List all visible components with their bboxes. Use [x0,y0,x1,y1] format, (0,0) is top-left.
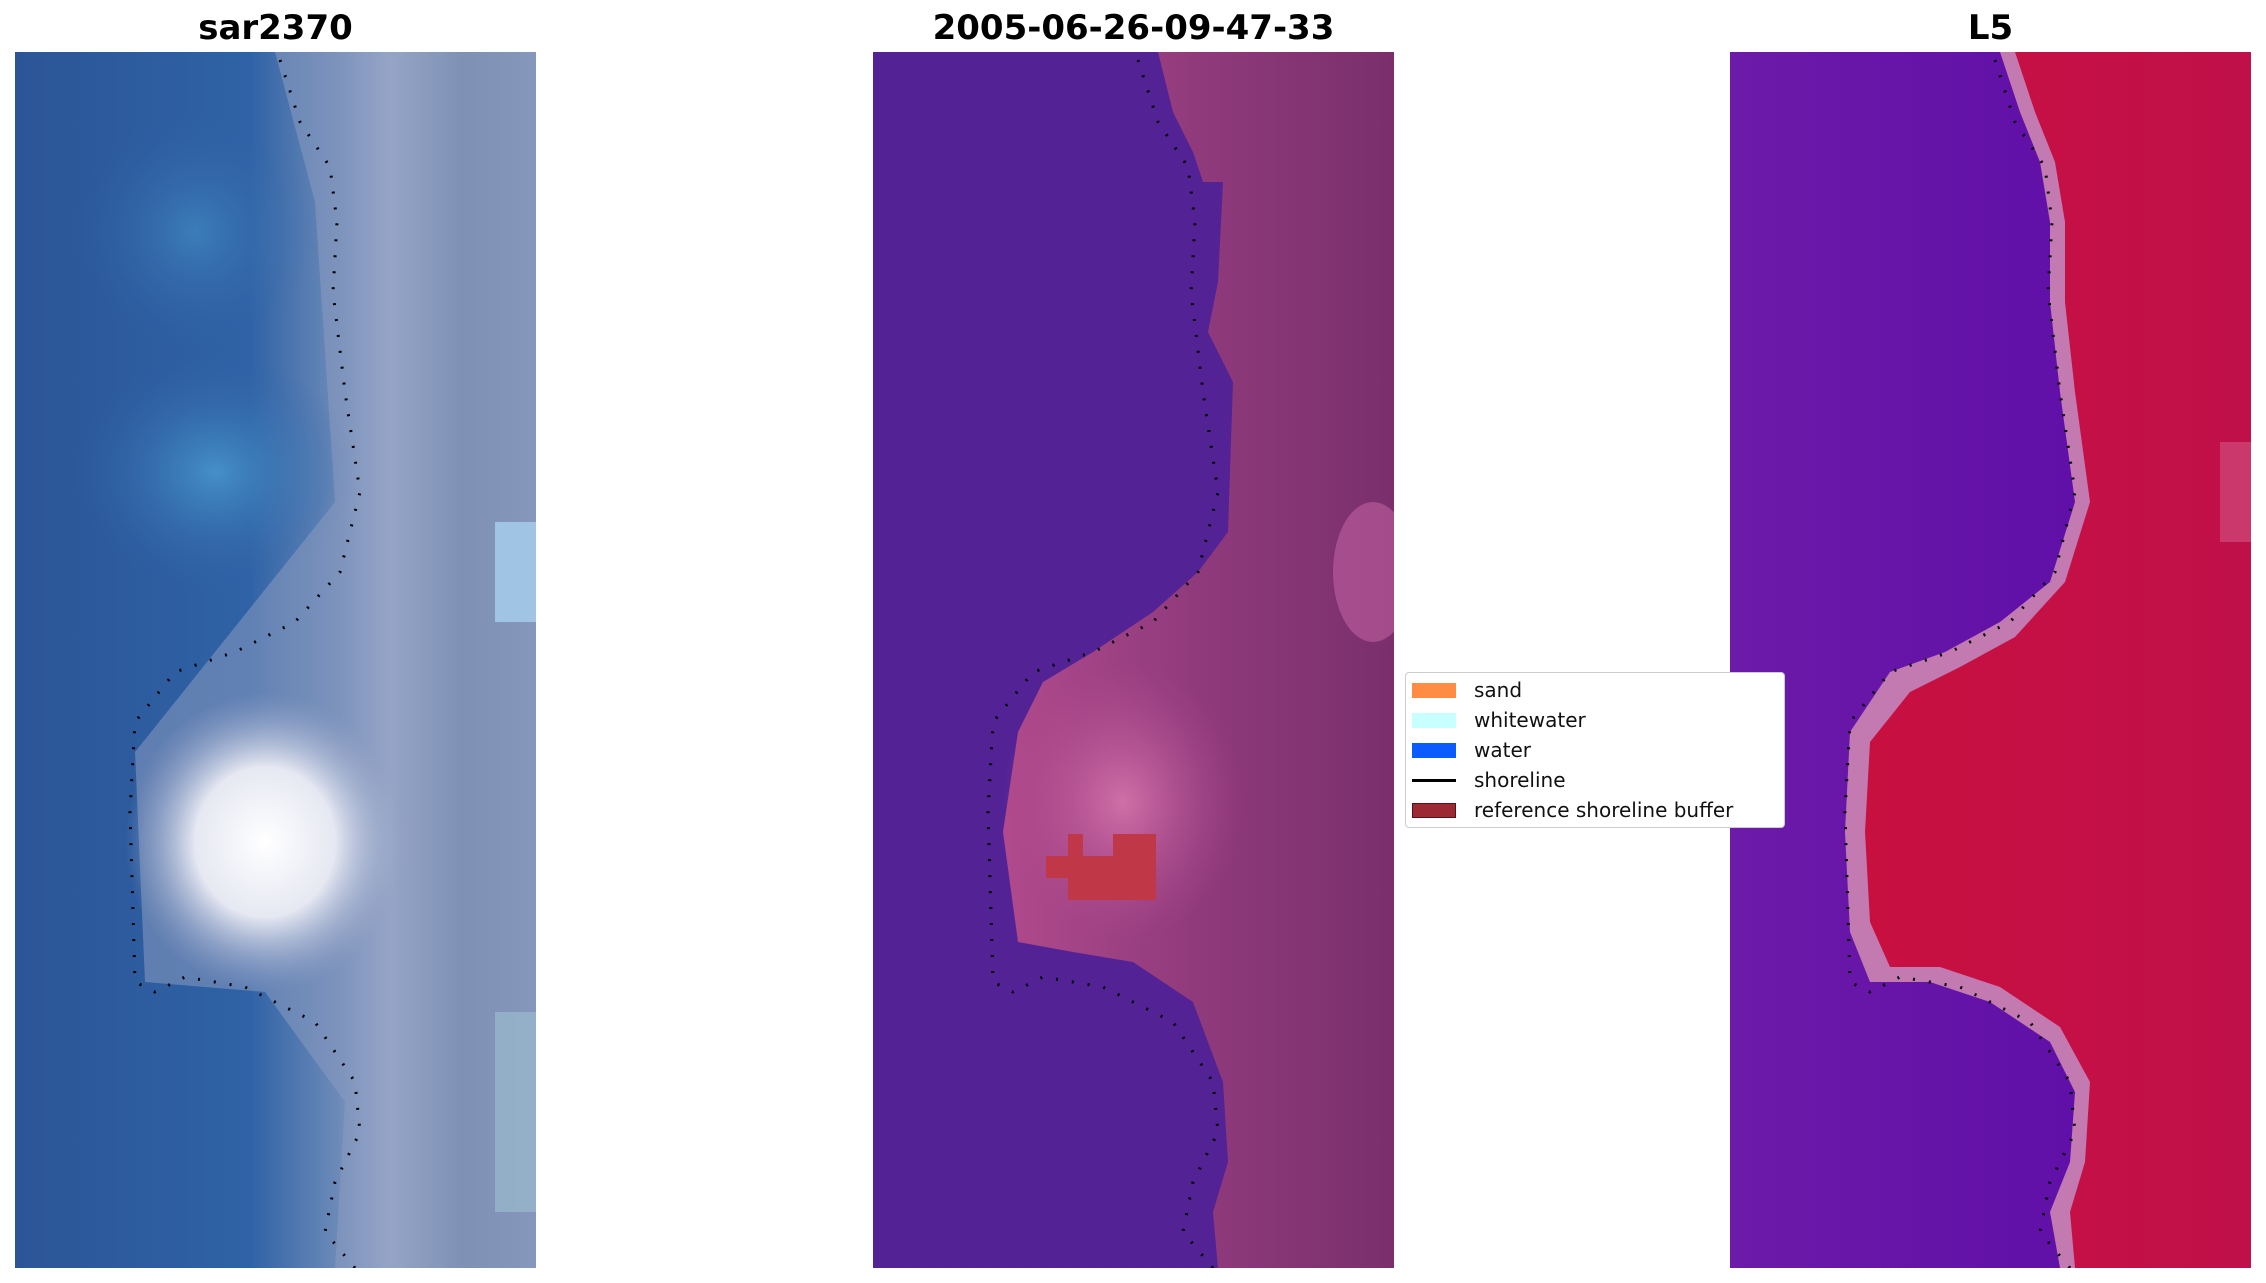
legend-label: sand [1474,678,1523,702]
panel-title-rgb: sar2370 [198,8,353,48]
legend-item-water: water [1412,736,1531,764]
shoreline-line-swatch [1412,778,1456,782]
legend-item-reference-buffer: reference shoreline buffer [1412,796,1733,824]
legend-item-whitewater: whitewater [1412,706,1586,734]
legend-item-sand: sand [1412,676,1522,704]
whitewater-swatch [1412,712,1456,728]
sand-swatch [1412,682,1456,698]
legend-label: reference shoreline buffer [1474,798,1734,822]
water-swatch [1412,742,1456,758]
rgb-image-panel [15,52,536,1268]
legend-label: shoreline [1474,768,1566,792]
index-image [1730,52,2251,1268]
index-panel [1730,52,2251,1268]
classification-image [873,52,1394,1268]
panel-title-classification: 2005-06-26-09-47-33 [932,8,1335,48]
reference-buffer-region [1046,834,1156,900]
legend-label: water [1474,738,1531,762]
panel-title-index: L5 [1967,8,2014,48]
classification-panel [873,52,1394,1268]
reference-buffer-swatch [1412,802,1456,818]
legend-label: whitewater [1474,708,1586,732]
legend-item-shoreline: shoreline [1412,766,1566,794]
rgb-image [15,52,536,1268]
legend: sand whitewater water shoreline referenc… [1405,672,1785,828]
